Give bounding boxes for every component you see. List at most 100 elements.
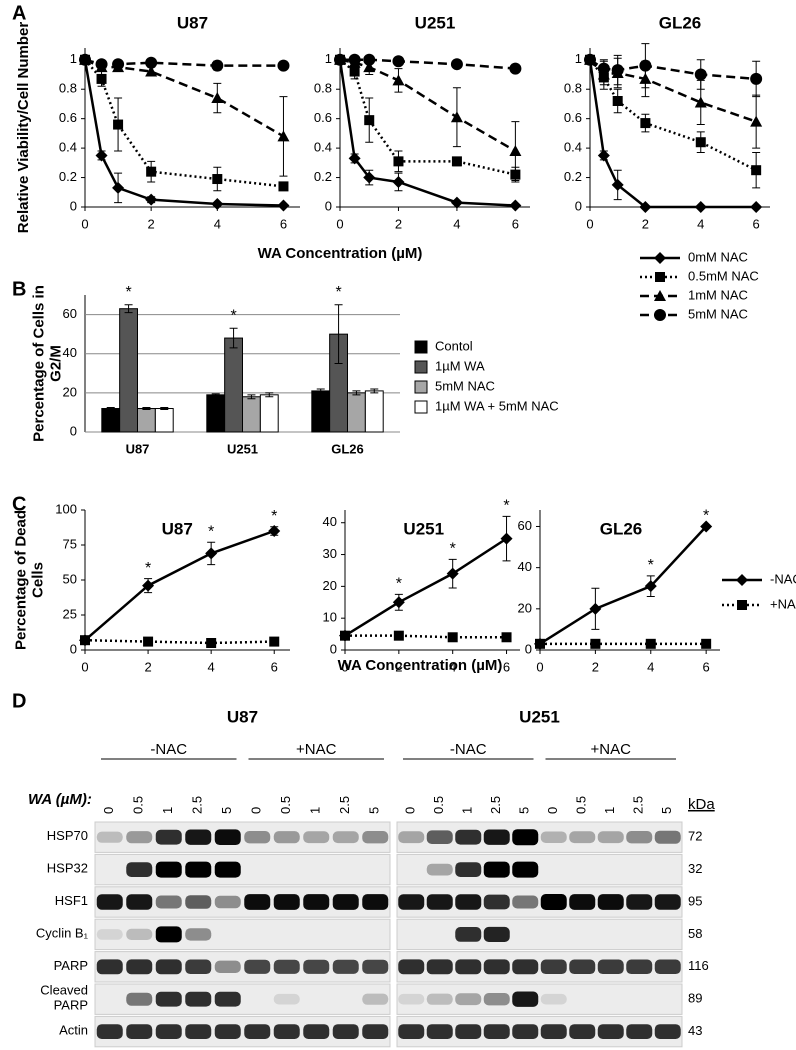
- significance-mark: *: [450, 541, 456, 558]
- band: [362, 865, 388, 875]
- cell-line-title: U251: [519, 707, 560, 726]
- band: [244, 865, 270, 875]
- y-tick-label: 0: [70, 198, 77, 213]
- band: [541, 865, 567, 875]
- series-line: [588, 59, 757, 209]
- marker: [509, 145, 522, 157]
- band: [126, 862, 153, 877]
- marker: [701, 638, 712, 649]
- panel-label: D: [12, 690, 26, 712]
- legend-swatch: [414, 360, 428, 374]
- row-label: HSP70: [47, 829, 88, 844]
- band: [483, 993, 510, 1006]
- error-bar: [142, 407, 151, 410]
- y-tick-label: 60: [63, 306, 77, 321]
- marker: [278, 181, 289, 192]
- x-tick-label: 4: [647, 659, 654, 674]
- band: [303, 959, 330, 974]
- marker: [645, 638, 656, 649]
- row-label: HSF1: [55, 893, 88, 908]
- significance-mark: *: [396, 576, 402, 593]
- marker: [393, 156, 404, 167]
- y-tick-label: 20: [518, 600, 532, 615]
- series-line: [84, 529, 275, 642]
- lane-label: 0: [545, 807, 560, 814]
- marker: [392, 55, 405, 68]
- band: [455, 927, 482, 942]
- band: [455, 829, 482, 845]
- marker: [269, 636, 280, 647]
- lane-label: 1: [160, 807, 175, 814]
- band: [273, 959, 300, 974]
- cell-line-title: U87: [227, 707, 258, 726]
- marker: [501, 632, 512, 643]
- marker: [113, 119, 124, 130]
- marker: [584, 53, 596, 66]
- legend-label: Contol: [435, 338, 473, 353]
- band: [426, 993, 453, 1005]
- marker: [639, 201, 652, 213]
- marker: [694, 68, 707, 81]
- band: [185, 959, 212, 975]
- lane-label: 0.5: [131, 796, 146, 814]
- panel-label: B: [12, 278, 26, 300]
- band: [96, 1024, 123, 1039]
- legend-swatch: [414, 400, 428, 414]
- marker: [334, 53, 346, 66]
- x-axis-label: WA Concentration (µM): [338, 657, 503, 674]
- band: [244, 994, 270, 1004]
- condition-label: -NAC: [450, 741, 487, 758]
- legend-swatch: [414, 340, 428, 354]
- marker: [146, 166, 157, 177]
- band: [426, 959, 453, 975]
- band: [214, 991, 241, 1007]
- band: [569, 994, 595, 1004]
- band: [427, 929, 453, 939]
- y-tick-label: 1: [575, 51, 582, 66]
- panel-label: C: [12, 493, 26, 515]
- band: [597, 1024, 624, 1039]
- band: [96, 894, 123, 910]
- band: [483, 894, 510, 910]
- band: [274, 929, 300, 939]
- marker: [392, 175, 405, 188]
- band: [512, 1024, 539, 1039]
- series-line: [83, 59, 284, 207]
- y-tick-label: 20: [323, 578, 337, 593]
- marker: [590, 638, 601, 649]
- marker: [142, 579, 155, 592]
- band: [626, 831, 653, 844]
- y-tick-label: 40: [518, 559, 532, 574]
- band: [398, 831, 425, 844]
- band: [626, 865, 652, 875]
- error-bar: [229, 327, 238, 349]
- y-tick-label: 30: [323, 546, 337, 561]
- lane-label: 0: [101, 807, 116, 814]
- marker: [205, 547, 218, 560]
- band: [362, 1024, 389, 1039]
- marker: [611, 64, 624, 77]
- band: [273, 831, 300, 844]
- marker: [654, 252, 666, 264]
- marker: [277, 59, 290, 72]
- band: [512, 829, 539, 846]
- marker: [654, 309, 666, 321]
- band: [244, 831, 271, 844]
- band: [126, 831, 153, 844]
- marker: [79, 53, 91, 66]
- band: [455, 959, 482, 975]
- lane-label: 2.5: [337, 796, 352, 814]
- band: [512, 991, 539, 1007]
- y-tick-label: 0.2: [314, 169, 332, 184]
- y-tick-label: 60: [518, 518, 532, 533]
- band: [654, 894, 681, 910]
- marker: [364, 115, 375, 126]
- row-label: Actin: [59, 1023, 88, 1038]
- lane-label: 5: [219, 807, 234, 814]
- dose-label: WA (µM):: [28, 791, 92, 808]
- band: [426, 1024, 453, 1039]
- x-tick-label: 6: [503, 659, 510, 674]
- marker: [751, 165, 762, 176]
- marker: [392, 74, 405, 86]
- series-line: [539, 525, 708, 645]
